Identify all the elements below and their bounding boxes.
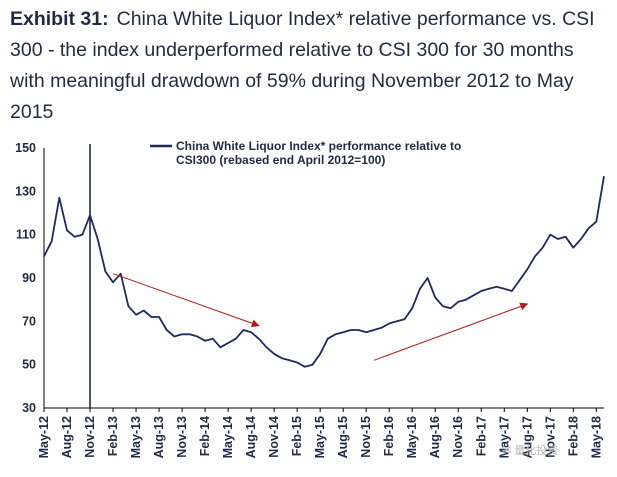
x-tick-label: May-12	[37, 416, 51, 458]
y-tick-label: 30	[22, 401, 36, 415]
watermark: ✉ 量化投资	[502, 445, 559, 457]
x-tick-label: Nov-13	[175, 416, 189, 458]
x-tick-label: Feb-15	[290, 416, 304, 456]
title-text: China White Liquor Index* relative perfo…	[10, 8, 595, 123]
trend-arrow	[373, 302, 529, 361]
x-tick-label: Nov-16	[451, 416, 465, 458]
y-tick-label: 70	[22, 314, 36, 328]
x-tick-label: Nov-14	[267, 416, 281, 458]
exhibit-label: Exhibit 31:	[10, 8, 109, 30]
y-tick-label: 110	[16, 228, 36, 242]
x-tick-label: Feb-14	[198, 416, 212, 456]
x-tick-label: Aug-13	[152, 416, 166, 458]
x-tick-label: Nov-15	[359, 416, 373, 458]
x-tick-label: Aug-14	[244, 416, 258, 458]
series-line	[43, 176, 605, 368]
x-tick-label: Aug-17	[520, 416, 534, 458]
x-tick-label: Aug-12	[60, 416, 74, 458]
y-tick-label: 50	[22, 358, 36, 372]
y-tick-label: 90	[22, 271, 36, 285]
legend-label: China White Liquor Index* performance re…	[176, 139, 461, 167]
x-tick-label: Nov-17	[543, 416, 557, 458]
x-tick-label: Feb-18	[566, 416, 580, 456]
x-tick-label: May-18	[589, 416, 603, 458]
x-tick-label: May-14	[221, 416, 235, 458]
x-tick-label: Aug-16	[428, 416, 442, 458]
x-tick-label: Feb-17	[474, 416, 488, 456]
chart-title: Exhibit 31: China White Liquor Index* rel…	[10, 4, 610, 128]
trend-arrow	[112, 273, 260, 328]
x-tick-label: Feb-16	[382, 416, 396, 456]
y-tick-label: 150	[15, 141, 36, 155]
y-tick-label: 130	[15, 184, 36, 198]
x-tick-label: May-13	[129, 416, 143, 458]
x-tick-label: May-17	[497, 416, 511, 458]
x-tick-label: Nov-12	[83, 416, 97, 458]
x-tick-label: Aug-15	[336, 416, 350, 458]
x-tick-label: May-15	[313, 416, 327, 458]
x-tick-label: Feb-13	[106, 416, 120, 456]
x-tick-label: May-16	[405, 416, 419, 458]
